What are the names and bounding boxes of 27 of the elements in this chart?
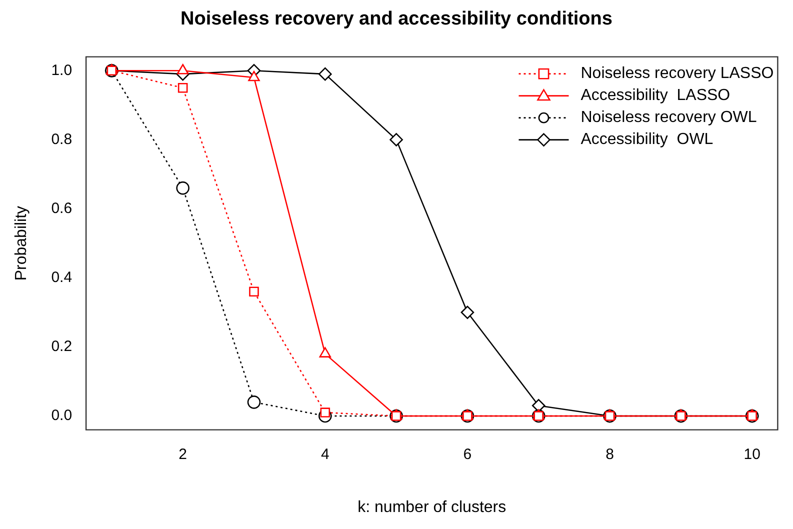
point xyxy=(320,408,330,418)
legend-label: Accessibility OWL xyxy=(580,131,714,148)
point xyxy=(176,181,190,195)
y-tick-label: 0.8 xyxy=(51,130,72,148)
legend-label: Accessibility LASSO xyxy=(580,87,730,104)
x-tick-label: 6 xyxy=(463,446,472,463)
point xyxy=(460,306,474,320)
y-tick-label: 0.6 xyxy=(51,200,72,217)
point xyxy=(247,396,261,409)
point xyxy=(318,67,332,81)
legend-label: Noiseless recovery OWL xyxy=(580,109,757,126)
y-tick-label: 0.2 xyxy=(51,338,72,356)
legend-label: Noiseless recovery LASSO xyxy=(580,65,774,82)
point xyxy=(248,70,260,82)
x-tick-label: 4 xyxy=(320,446,330,463)
y-tick-label: 0.0 xyxy=(51,407,72,424)
x-axis-title: k: number of clusters xyxy=(358,498,506,516)
y-tick-label: 0.4 xyxy=(51,268,72,286)
x-tick-label: 2 xyxy=(178,446,187,463)
point xyxy=(178,82,188,93)
point xyxy=(390,133,403,146)
x-tick-label: 10 xyxy=(744,446,760,463)
x-tick-label: 8 xyxy=(606,446,614,463)
y-axis-title: Probability xyxy=(13,206,30,281)
y-tick-label: 1.0 xyxy=(51,62,72,79)
chart-title: Noiseless recovery and accessibility conditions xyxy=(180,8,612,30)
point xyxy=(249,286,259,297)
